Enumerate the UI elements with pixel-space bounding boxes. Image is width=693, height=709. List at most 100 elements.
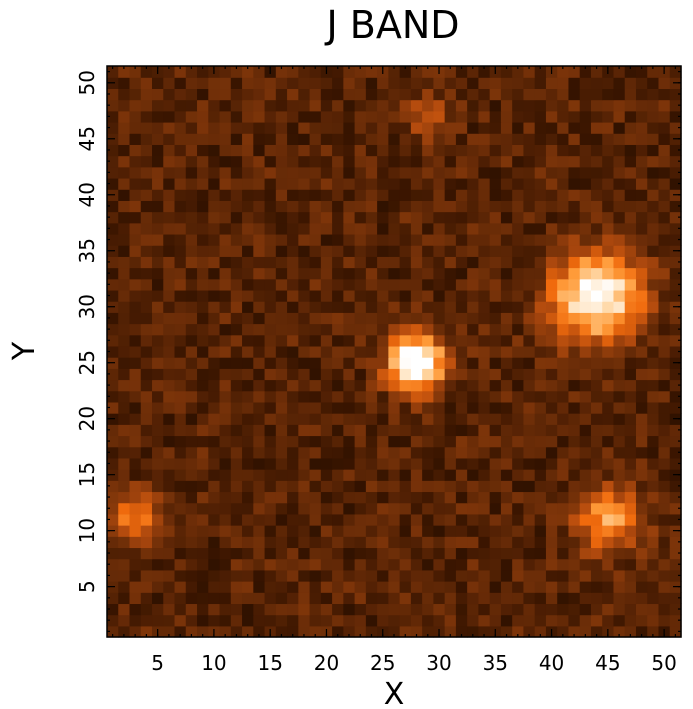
heat-cell bbox=[197, 592, 209, 605]
heat-cell bbox=[635, 390, 648, 403]
heat-cell bbox=[219, 77, 232, 89]
heat-cell bbox=[253, 155, 266, 168]
heat-cell bbox=[377, 536, 389, 549]
heat-cell bbox=[444, 390, 457, 403]
heat-cell bbox=[332, 547, 344, 560]
heat-cell bbox=[152, 77, 164, 89]
heat-cell bbox=[568, 88, 581, 101]
heat-cell bbox=[118, 233, 131, 246]
heat-cell bbox=[377, 289, 389, 302]
heat-cell bbox=[185, 547, 198, 560]
heat-cell bbox=[467, 625, 480, 638]
heat-cell bbox=[388, 536, 401, 549]
heat-cell bbox=[140, 166, 153, 179]
heat-cell bbox=[523, 323, 536, 336]
heat-cell bbox=[500, 536, 513, 549]
heat-cell bbox=[523, 625, 536, 638]
heat-cell bbox=[174, 390, 187, 403]
heat-cell bbox=[163, 390, 176, 403]
heat-cell bbox=[545, 189, 558, 201]
heat-cell bbox=[557, 502, 570, 515]
heat-cell bbox=[635, 144, 648, 157]
heat-cell bbox=[219, 547, 232, 560]
heat-cell bbox=[174, 368, 187, 381]
heat-cell bbox=[140, 189, 153, 201]
heat-cell bbox=[320, 334, 333, 347]
heat-cell bbox=[230, 200, 243, 213]
heat-cell bbox=[219, 413, 232, 425]
heat-cell bbox=[332, 110, 344, 123]
heat-cell bbox=[152, 110, 164, 123]
heat-cell bbox=[298, 368, 311, 381]
heat-cell bbox=[242, 625, 254, 638]
heat-cell bbox=[568, 502, 581, 515]
heat-cell bbox=[264, 278, 277, 291]
heat-cell bbox=[163, 155, 176, 168]
heat-cell bbox=[410, 625, 423, 638]
heat-cell bbox=[613, 614, 626, 627]
heat-cell bbox=[377, 177, 389, 190]
heat-cell bbox=[500, 435, 513, 448]
heat-cell bbox=[444, 200, 457, 213]
heat-cell bbox=[410, 166, 423, 179]
heat-cell bbox=[365, 267, 378, 280]
heat-cell bbox=[658, 502, 671, 515]
heat-cell bbox=[433, 569, 446, 582]
heat-cell bbox=[422, 424, 434, 437]
heat-cell bbox=[602, 267, 615, 280]
heat-cell bbox=[545, 345, 558, 358]
heat-cell bbox=[365, 289, 378, 302]
heat-cell bbox=[219, 379, 232, 392]
heat-cell bbox=[478, 289, 491, 302]
heat-cell bbox=[298, 99, 311, 112]
heat-cell bbox=[613, 278, 626, 291]
heat-cell bbox=[590, 301, 603, 313]
heat-cell bbox=[163, 233, 176, 246]
heat-cell bbox=[264, 502, 277, 515]
heat-cell bbox=[332, 245, 344, 257]
y-tick-label: 25 bbox=[75, 350, 99, 375]
heat-cell bbox=[624, 66, 637, 78]
heat-cell bbox=[590, 166, 603, 179]
heat-cell bbox=[163, 301, 176, 313]
heat-cell bbox=[422, 357, 434, 369]
heat-cell bbox=[658, 513, 671, 526]
heat-cell bbox=[433, 177, 446, 190]
heat-cell bbox=[399, 155, 412, 168]
heat-cell bbox=[365, 245, 378, 257]
heat-cell bbox=[219, 480, 232, 493]
heat-cell bbox=[444, 491, 457, 504]
heat-cell bbox=[242, 121, 254, 134]
heat-cell bbox=[129, 121, 142, 134]
heat-cell bbox=[579, 267, 592, 280]
heat-cell bbox=[343, 502, 356, 515]
heat-cell bbox=[500, 289, 513, 302]
heat-cell bbox=[433, 155, 446, 168]
heat-cell bbox=[568, 66, 581, 78]
heat-cell bbox=[624, 110, 637, 123]
heat-cell bbox=[107, 200, 119, 213]
heat-cell bbox=[320, 301, 333, 313]
heat-cell bbox=[197, 357, 209, 369]
heat-cell bbox=[422, 88, 434, 101]
heat-cell bbox=[174, 166, 187, 179]
heat-cell bbox=[602, 435, 615, 448]
heat-cell bbox=[467, 513, 480, 526]
heat-cell bbox=[410, 547, 423, 560]
heat-cell bbox=[557, 379, 570, 392]
heat-cell bbox=[647, 233, 660, 246]
heat-cell bbox=[534, 301, 547, 313]
heat-cell bbox=[298, 177, 311, 190]
heat-cell bbox=[467, 323, 480, 336]
heat-cell bbox=[253, 177, 266, 190]
heat-cell bbox=[354, 547, 367, 560]
heat-cell bbox=[253, 256, 266, 269]
heat-cell bbox=[669, 289, 682, 302]
heat-cell bbox=[433, 245, 446, 257]
heat-cell bbox=[309, 491, 322, 504]
heat-cell bbox=[557, 625, 570, 638]
heat-cell bbox=[219, 323, 232, 336]
heat-cell bbox=[602, 469, 615, 481]
heat-cell bbox=[354, 457, 367, 470]
heat-cell bbox=[332, 480, 344, 493]
